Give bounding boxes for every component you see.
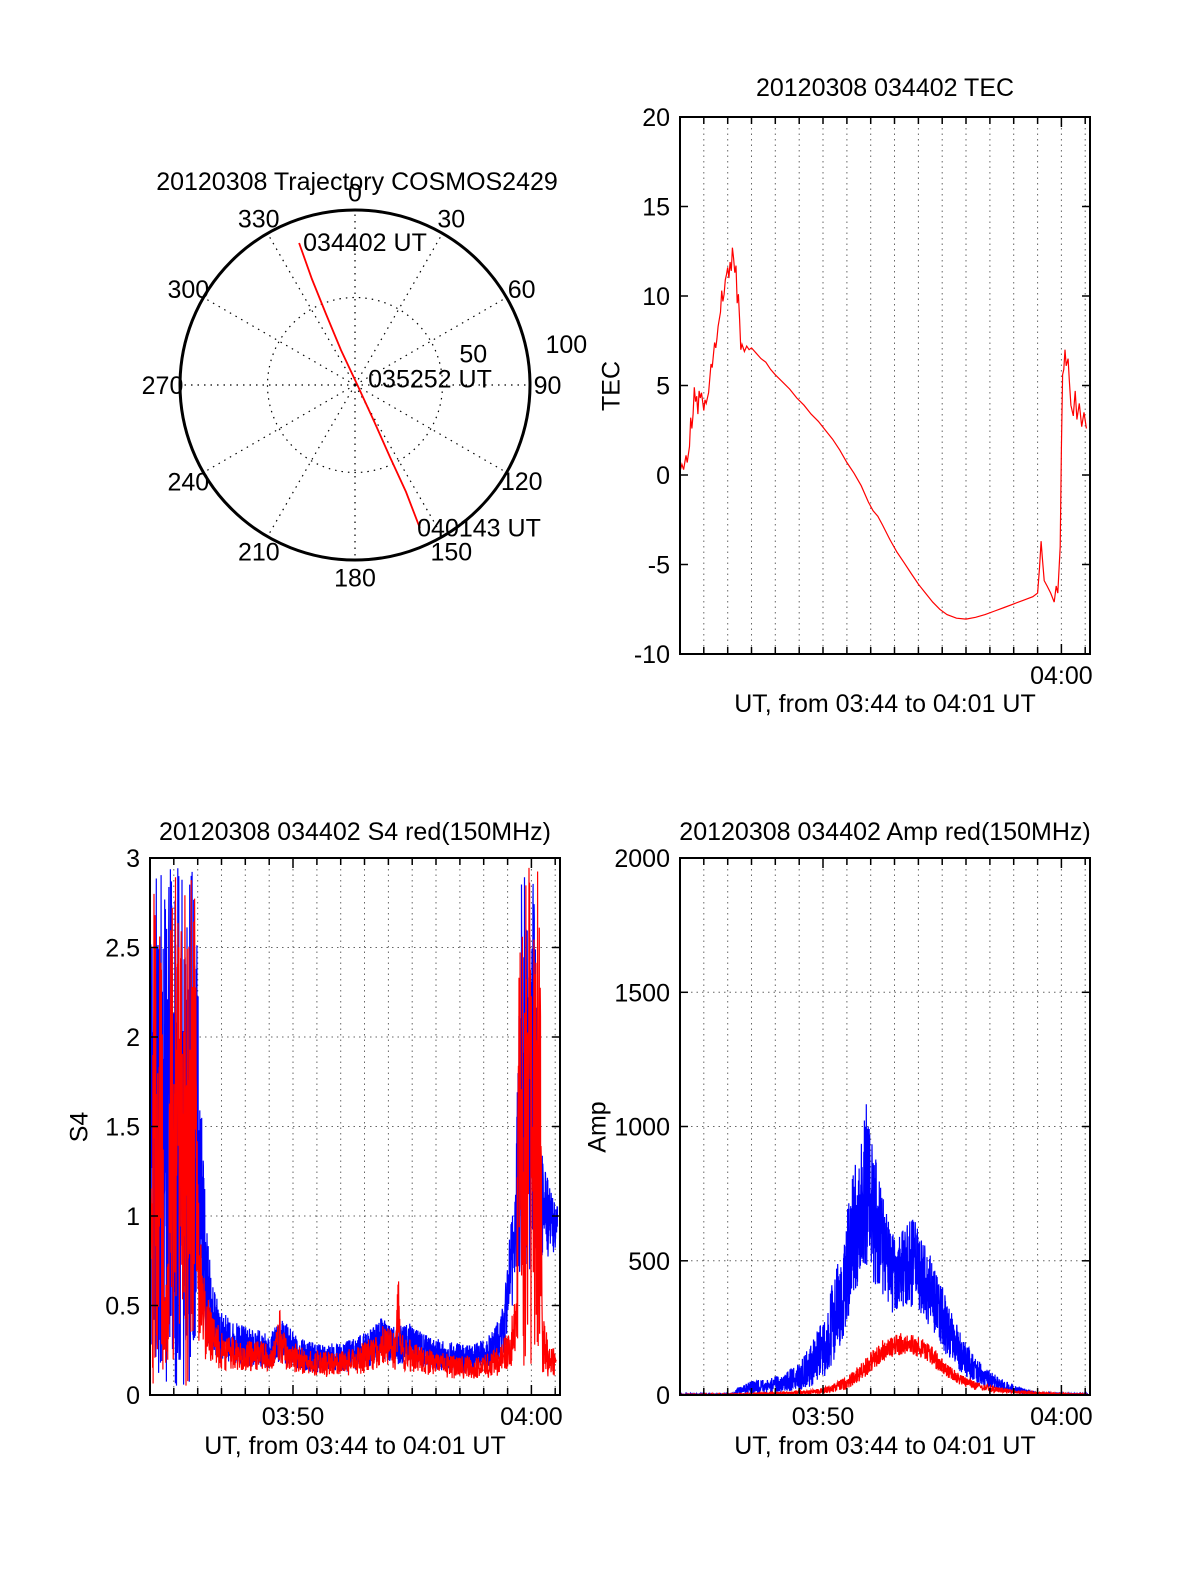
satellite-trajectory-line bbox=[298, 242, 421, 529]
trajectory-time-label: 035252 UT bbox=[368, 365, 492, 393]
azimuth-tick-label: 150 bbox=[430, 539, 472, 567]
elevation-ring-100 bbox=[178, 208, 532, 562]
amp-x-tick-label: 04:00 bbox=[1030, 1403, 1093, 1431]
s4-series-group bbox=[150, 867, 559, 1386]
s4-y-axis-label: S4 bbox=[65, 1111, 94, 1143]
amp-y-axis-label: Amp bbox=[583, 1101, 612, 1153]
amp-y-tick-label: 1500 bbox=[614, 979, 670, 1007]
tec-y-tick-label: 0 bbox=[656, 462, 670, 490]
amp-x-axis-label: UT, from 03:44 to 04:01 UT bbox=[734, 1432, 1036, 1460]
tec-x-tick-label: 04:00 bbox=[1030, 662, 1093, 690]
amp-series-line bbox=[680, 1333, 1088, 1395]
s4-y-tick-label: 2.5 bbox=[105, 935, 140, 963]
s4-y-tick-label: 1 bbox=[126, 1203, 140, 1231]
azimuth-tick-label: 30 bbox=[437, 205, 465, 233]
azimuth-tick-label: 180 bbox=[334, 565, 376, 593]
amp-x-tick-label: 03:50 bbox=[792, 1403, 855, 1431]
trajectory-plot: 0 30 60 90 120 150 180 210 240 270 300 330 50 100 0344… bbox=[142, 180, 588, 593]
trajectory-time-label: 034402 UT bbox=[303, 229, 427, 257]
tec-series-group bbox=[680, 247, 1087, 620]
azimuth-tick-label: 120 bbox=[501, 468, 543, 496]
tec-y-tick-label: 10 bbox=[642, 283, 670, 311]
s4-y-tick-label: 2 bbox=[126, 1024, 140, 1052]
tec-y-tick-label: 15 bbox=[642, 194, 670, 222]
s4-plot: 0 0.5 1 1.5 2 2.5 3 03:50 04:00 bbox=[105, 845, 562, 1431]
amp-plot: 0 500 1000 1500 2000 03:50 04:00 bbox=[614, 845, 1092, 1431]
amp-plot-title: 20120308 034402 Amp red(150MHz) bbox=[679, 818, 1091, 846]
s4-x-tick-label: 04:00 bbox=[500, 1403, 563, 1431]
s4-y-tick-label: 0 bbox=[126, 1382, 140, 1410]
amp-y-tick-label: 0 bbox=[656, 1382, 670, 1410]
tec-y-tick-label: -5 bbox=[648, 552, 670, 580]
tec-series-line bbox=[680, 247, 1087, 620]
azimuth-tick-label: 240 bbox=[167, 468, 209, 496]
tec-axis-box bbox=[679, 116, 1091, 655]
amp-y-tick-label: 500 bbox=[628, 1248, 670, 1276]
s4-series-line bbox=[150, 867, 557, 1386]
ring-value-label: 50 bbox=[459, 340, 487, 368]
trajectory-plot-title: 20120308 Trajectory COSMOS2429 bbox=[156, 168, 558, 196]
tec-y-tick-label: -10 bbox=[634, 641, 670, 669]
s4-y-tick-label: 1.5 bbox=[105, 1114, 140, 1142]
amp-series-group bbox=[680, 1104, 1089, 1395]
s4-x-tick-label: 03:50 bbox=[262, 1403, 325, 1431]
azimuth-tick-label: 210 bbox=[238, 539, 280, 567]
amp-y-tick-label: 1000 bbox=[614, 1114, 670, 1142]
azimuth-tick-label: 270 bbox=[142, 372, 184, 400]
tec-y-tick-label: 5 bbox=[656, 373, 670, 401]
s4-plot-title: 20120308 034402 S4 red(150MHz) bbox=[159, 818, 551, 846]
tec-x-axis-label: UT, from 03:44 to 04:01 UT bbox=[734, 690, 1036, 718]
s4-axis-box bbox=[149, 857, 561, 1396]
azimuth-tick-label: 300 bbox=[167, 276, 209, 304]
ring-value-label: 100 bbox=[545, 331, 587, 359]
tec-plot-title: 20120308 034402 TEC bbox=[755, 74, 1015, 102]
s4-y-tick-label: 0.5 bbox=[105, 1293, 140, 1321]
azimuth-tick-label: 0 bbox=[348, 180, 362, 208]
amp-y-tick-label: 2000 bbox=[614, 845, 670, 873]
azimuth-tick-label: 90 bbox=[534, 372, 562, 400]
s4-x-axis-label: UT, from 03:44 to 04:01 UT bbox=[204, 1432, 506, 1460]
elevation-ring-50 bbox=[266, 296, 444, 474]
azimuth-spoke bbox=[203, 296, 356, 386]
azimuth-tick-label: 330 bbox=[238, 205, 280, 233]
tec-y-tick-label: 20 bbox=[642, 104, 670, 132]
trajectory-time-label: 040143 UT bbox=[417, 515, 541, 543]
tec-plot: -10 -5 0 5 10 15 20 04:00 bbox=[634, 104, 1093, 690]
s4-y-tick-label: 3 bbox=[126, 845, 140, 873]
tec-y-axis-label: TEC bbox=[597, 361, 626, 411]
azimuth-tick-label: 60 bbox=[508, 276, 536, 304]
amp-axis-box bbox=[679, 857, 1091, 1396]
